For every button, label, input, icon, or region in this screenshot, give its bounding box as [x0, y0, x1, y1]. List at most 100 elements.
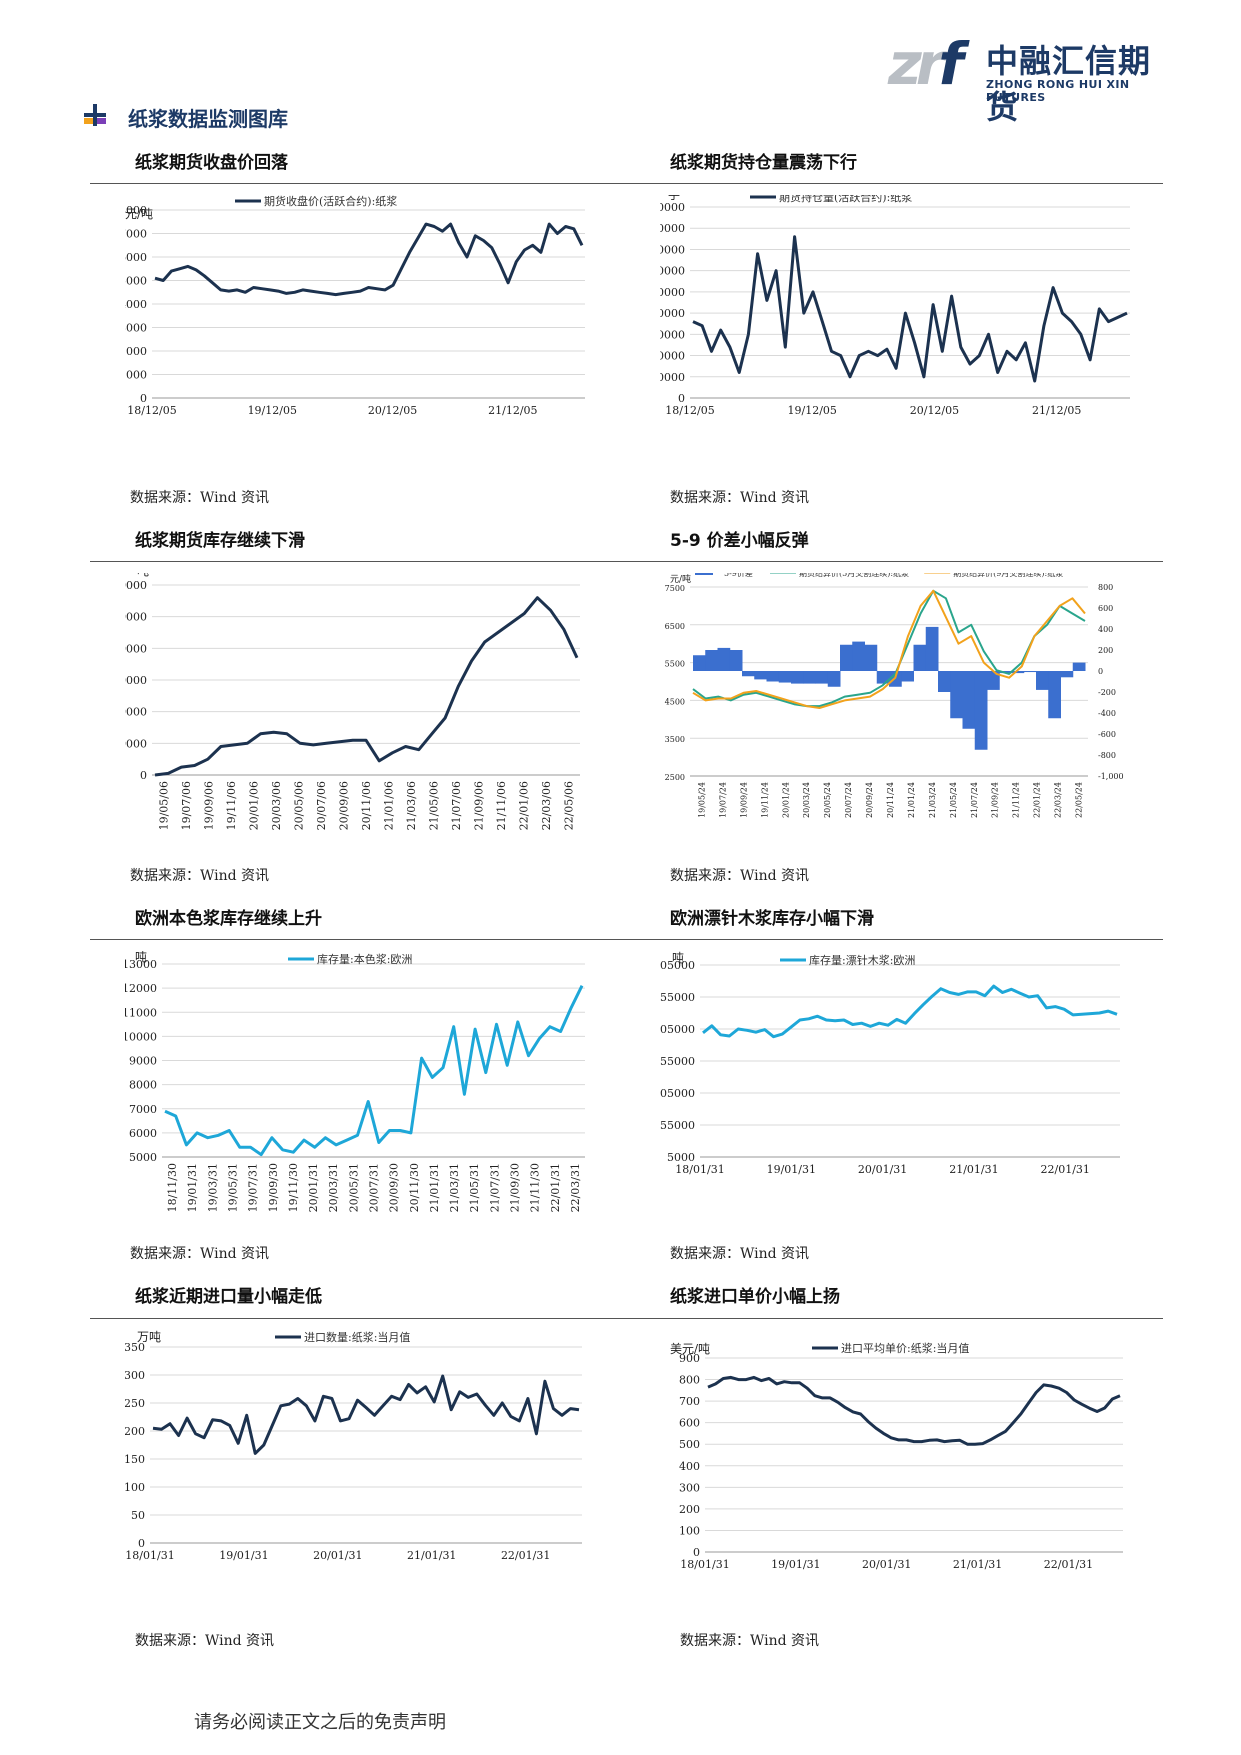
legend-label: 库存量:本色浆:欧洲 [317, 952, 412, 966]
spread-bar [693, 655, 706, 671]
y2-tick-label: -600 [1098, 730, 1116, 739]
spread-bar [852, 641, 865, 671]
x-tick-label: 20/05/24 [823, 782, 832, 818]
x-tick-label: 19/05/31 [227, 1163, 240, 1212]
y-tick-label: 10000 [125, 1030, 157, 1043]
y-tick-label: 200 [679, 1503, 700, 1516]
spread-bar [974, 671, 988, 750]
x-tick-label: 19/01/31 [767, 1163, 816, 1176]
y2-tick-label: 200 [1098, 646, 1113, 655]
spread-bar [962, 671, 976, 729]
chart-futures-close-price: 0 1000 2000 3000 4000 5000 6000 7000 8000元/吨 18/1… [125, 195, 585, 417]
unit-label: 元/吨 [125, 207, 153, 221]
spread-bar [803, 671, 816, 684]
panel-title-import-price: 纸浆进口单价小幅上扬 [670, 1287, 840, 1307]
x-tick-label: 19/11/06 [225, 781, 238, 830]
unit-label: 吨 [137, 573, 149, 578]
x-tick-label: 21/01/31 [949, 1163, 998, 1176]
y-tick-label: 5000 [129, 1151, 157, 1164]
y-tick-label: 250000 [660, 286, 685, 299]
logo-english-name: ZHONG RONG HUI XIN FUTURES [986, 78, 1130, 104]
x-tick-label: 21/11/06 [495, 781, 508, 830]
y-tick-label: 150000 [660, 328, 685, 341]
x-tick-label: 21/09/30 [509, 1163, 522, 1212]
series-line [692, 589, 1086, 709]
x-tick-label: 20/01/31 [862, 1558, 911, 1571]
y-tick-label: 450000 [660, 201, 685, 214]
x-tick-label: 21/12/05 [1032, 404, 1081, 417]
x-tick-label: 18/01/31 [675, 1163, 724, 1176]
x-tick-label: 21/05/24 [949, 782, 958, 818]
x-tick-label: 22/01/31 [501, 1549, 550, 1562]
spread-bar [938, 671, 951, 692]
logo-chinese-name: 中融汇信期货 [986, 42, 1152, 126]
x-tick-label: 20/09/06 [337, 781, 350, 830]
y-tick-label: 6000 [129, 1127, 157, 1140]
x-tick-label: 19/01/31 [186, 1163, 199, 1212]
y-tick-label: 0 [678, 392, 685, 405]
y-tick-label: 3000 [125, 322, 147, 335]
y-tick-label: 2500 [665, 773, 685, 782]
x-tick-label: 19/12/05 [788, 404, 837, 417]
series-line [707, 1375, 1121, 1446]
y-tick-label: 4500 [665, 697, 685, 706]
x-tick-label: 20/01/31 [858, 1163, 907, 1176]
y-tick-label: 5000 [125, 275, 147, 288]
x-tick-label: 20/05/31 [347, 1163, 360, 1212]
panel-title-spread: 5-9 价差小幅反弹 [670, 531, 809, 551]
x-tick-label: 18/01/31 [680, 1558, 729, 1571]
spread-bar [840, 644, 853, 671]
spread-bar [729, 650, 743, 671]
company-logo: zrf 中融汇信期货 ZHONG RONG HUI XIN FUTURES [888, 28, 1178, 126]
x-tick-label: 20/11/24 [886, 782, 895, 818]
spread-bar [1060, 671, 1074, 678]
x-tick-label: 19/01/31 [771, 1558, 820, 1571]
x-tick-label: 18/01/31 [125, 1549, 174, 1562]
x-tick-label: 19/09/06 [202, 781, 215, 830]
x-tick-label: 22/03/31 [569, 1163, 582, 1212]
x-tick-label: 20/09/24 [865, 782, 874, 818]
y2-tick-label: -400 [1098, 709, 1116, 718]
x-tick-label: 20/01/06 [247, 781, 260, 830]
x-tick-label: 20/01/31 [307, 1163, 320, 1212]
x-tick-label: 21/07/24 [970, 782, 979, 818]
source-note: 数据来源：Wind 资讯 [680, 1633, 820, 1649]
x-tick-label: 21/07/31 [488, 1163, 501, 1212]
panel-title-eu-unbleached: 欧洲本色浆库存继续上升 [135, 909, 322, 929]
x-tick-label: 22/01/06 [518, 781, 531, 830]
x-tick-label: 19/09/24 [739, 782, 748, 818]
chart-warehouse-stock: 0 100000 200000 300000 400000 500000 600000吨 19… [125, 573, 580, 830]
x-tick-label: 21/03/06 [405, 781, 418, 830]
x-tick-label: 21/01/24 [907, 782, 916, 818]
y-tick-label: 350000 [660, 243, 685, 256]
series-line [164, 985, 584, 1157]
source-note: 数据来源：Wind 资讯 [670, 490, 810, 506]
divider [90, 183, 1163, 184]
y2-tick-label: 0 [1098, 667, 1103, 676]
y-tick-label: 500 [679, 1438, 700, 1451]
x-tick-label: 20/01/31 [313, 1549, 362, 1562]
spread-bar [815, 671, 829, 684]
spread-bar [1048, 671, 1061, 719]
y-tick-label: 700 [679, 1395, 700, 1408]
y-tick-label: 100 [679, 1524, 700, 1537]
spread-bar [925, 626, 939, 671]
y-tick-label: 55000 [660, 1119, 695, 1132]
panel-title-open-interest: 纸浆期货持仓量震荡下行 [670, 153, 857, 173]
y2-tick-label: -800 [1098, 751, 1116, 760]
y-tick-label: 105000 [660, 1087, 695, 1100]
legend-label: 进口数量:纸浆:当月值 [304, 1330, 410, 1344]
y-tick-label: 8000 [129, 1079, 157, 1092]
y-tick-label: 400 [679, 1460, 700, 1473]
legend-label: 5-9价差 [724, 573, 753, 578]
spread-bar [754, 671, 767, 680]
y-tick-label: 200000 [660, 307, 685, 320]
x-tick-label: 21/11/24 [1012, 782, 1021, 818]
spread-bar [1011, 671, 1025, 674]
y-tick-label: 2000 [125, 345, 147, 358]
disclaimer-footer: 请务必阅读正文之后的免责声明 [194, 1712, 446, 1733]
y2-tick-label: 800 [1098, 583, 1113, 592]
series-line [702, 984, 1118, 1039]
x-tick-label: 21/11/30 [529, 1163, 542, 1212]
